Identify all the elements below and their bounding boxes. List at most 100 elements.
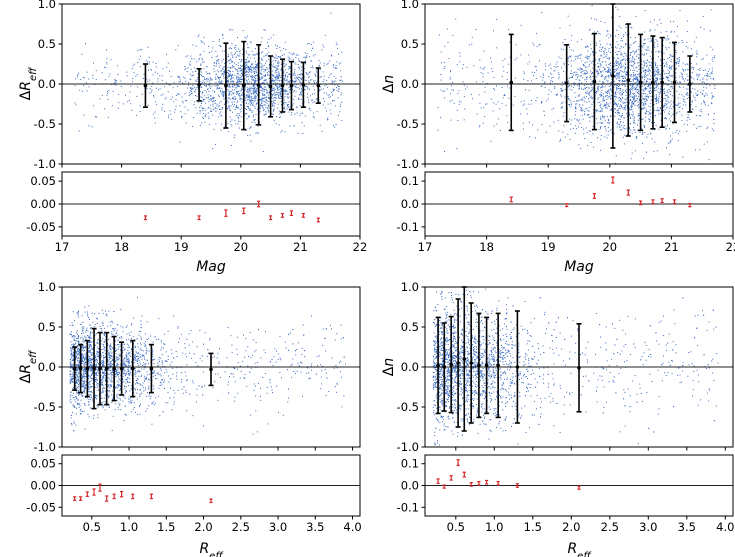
scatter-point <box>617 73 618 74</box>
scatter-point <box>568 55 570 57</box>
scatter-point <box>268 91 270 93</box>
scatter-point <box>555 63 557 65</box>
scatter-point <box>667 73 669 74</box>
scatter-point <box>651 84 653 86</box>
scatter-point <box>170 113 172 115</box>
scatter-point <box>586 70 588 72</box>
scatter-point <box>283 74 285 76</box>
scatter-point <box>506 71 508 73</box>
scatter-point <box>241 73 243 75</box>
y-tick-label-main: 0.5 <box>401 37 419 51</box>
scatter-point <box>249 54 251 56</box>
scatter-point <box>275 123 277 125</box>
scatter-point <box>228 93 230 95</box>
scatter-point <box>644 69 646 71</box>
scatter-point <box>208 84 210 86</box>
scatter-point <box>667 89 669 91</box>
scatter-point <box>238 78 240 80</box>
scatter-point <box>624 85 626 87</box>
scatter-point <box>278 96 279 98</box>
scatter-point <box>643 54 645 56</box>
scatter-point <box>580 68 582 70</box>
scatter-point <box>473 65 475 67</box>
scatter-point <box>288 52 290 53</box>
scatter-point <box>83 114 85 116</box>
x-tick-label: 20 <box>602 240 617 254</box>
scatter-point <box>279 85 281 87</box>
scatter-point <box>335 42 337 44</box>
scatter-point <box>238 55 240 57</box>
scatter-point <box>641 134 643 136</box>
scatter-point <box>233 47 235 49</box>
scatter-point <box>570 39 572 41</box>
scatter-point <box>656 101 657 102</box>
scatter-point <box>315 69 317 71</box>
scatter-point <box>663 52 665 54</box>
scatter-point <box>220 70 222 72</box>
x-tick-label: 18 <box>479 240 494 254</box>
scatter-point <box>301 74 303 76</box>
scatter-point <box>619 84 621 86</box>
scatter-point <box>336 44 338 45</box>
scatter-point <box>157 78 159 80</box>
scatter-point <box>252 77 253 78</box>
scatter-point <box>253 76 255 77</box>
scatter-point <box>228 97 230 99</box>
scatter-point <box>639 118 641 120</box>
scatter-point <box>541 102 542 104</box>
scatter-point <box>271 90 273 92</box>
scatter-point <box>587 110 589 112</box>
scatter-point <box>272 63 274 65</box>
scatter-point <box>564 89 566 90</box>
scatter-point <box>167 114 169 116</box>
scatter-point <box>535 66 537 68</box>
scatter-point <box>609 89 611 91</box>
scatter-point <box>279 57 281 59</box>
scatter-point <box>506 85 508 87</box>
scatter-point <box>620 116 622 118</box>
scatter-point <box>267 108 269 110</box>
scatter-point <box>683 104 684 106</box>
scatter-point <box>256 66 258 68</box>
scatter-point <box>297 87 299 89</box>
scatter-point <box>560 48 562 50</box>
scatter-point <box>203 118 204 119</box>
scatter-point <box>666 61 668 63</box>
scatter-point <box>217 77 219 78</box>
scatter-point <box>705 87 707 89</box>
scatter-point <box>619 97 621 99</box>
scatter-point <box>267 84 268 86</box>
scatter-point <box>93 62 94 64</box>
scatter-point <box>203 61 205 63</box>
scatter-point <box>586 107 588 109</box>
scatter-point <box>254 69 256 71</box>
scatter-point <box>218 105 220 107</box>
scatter-point <box>503 95 505 96</box>
scatter-point <box>663 106 665 108</box>
scatter-point <box>298 60 300 62</box>
scatter-point <box>617 57 619 59</box>
scatter-point <box>165 82 167 84</box>
scatter-point <box>631 96 633 98</box>
scatter-point <box>490 140 492 142</box>
scatter-point <box>304 89 306 90</box>
scatter-point <box>101 72 103 74</box>
scatter-point <box>644 10 646 11</box>
scatter-point <box>554 69 556 71</box>
scatter-point <box>106 63 108 65</box>
scatter-point <box>503 70 505 72</box>
x-tick-label: 17 <box>55 240 70 254</box>
scatter-point <box>703 143 705 145</box>
scatter-point <box>672 132 674 134</box>
scatter-point <box>236 84 238 86</box>
scatter-point <box>230 29 232 31</box>
scatter-point <box>78 72 80 74</box>
scatter-point <box>246 73 248 75</box>
scatter-point <box>199 124 201 126</box>
scatter-point <box>631 52 633 53</box>
scatter-point <box>630 60 632 62</box>
scatter-point <box>167 62 169 64</box>
scatter-point <box>603 105 605 107</box>
scatter-point <box>231 61 233 63</box>
scatter-point <box>132 80 133 82</box>
